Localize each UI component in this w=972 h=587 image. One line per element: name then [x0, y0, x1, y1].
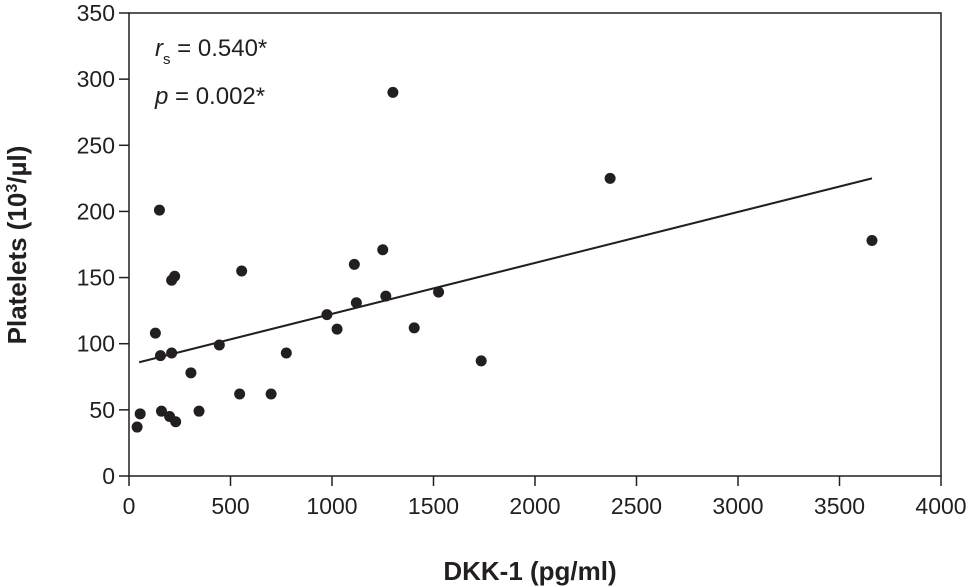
- y-tick-label: 300: [77, 66, 115, 92]
- x-tick-label: 2500: [611, 493, 662, 519]
- y-axis: 0 50 100 150 200 250 300 350: [77, 0, 129, 489]
- x-axis: 0 500 1000 1500 2000 2500 3000 3500 4000: [123, 476, 967, 519]
- y-tick-label: 100: [77, 331, 115, 357]
- annotation-p: p = 0.002*: [154, 83, 265, 110]
- y-axis-title: Platelets (103/µl): [2, 146, 32, 345]
- data-point: [134, 408, 146, 420]
- x-axis-title: DKK-1 (pg/ml): [443, 556, 616, 586]
- x-tick-label: 1500: [408, 493, 459, 519]
- data-point: [604, 172, 616, 184]
- data-point: [348, 258, 360, 270]
- data-point: [321, 309, 333, 321]
- data-point: [236, 265, 248, 277]
- y-tick-label: 250: [77, 132, 115, 158]
- data-point: [433, 286, 445, 298]
- data-point: [185, 367, 197, 379]
- data-point: [213, 339, 225, 351]
- data-point: [475, 355, 487, 367]
- x-tick-label: 3000: [712, 493, 763, 519]
- data-point: [155, 405, 167, 417]
- data-point: [169, 270, 181, 282]
- data-point: [387, 86, 399, 98]
- data-point: [331, 323, 343, 335]
- data-point: [193, 405, 205, 417]
- x-tick-label: 4000: [915, 493, 966, 519]
- y-tick-label: 350: [77, 0, 115, 26]
- data-point: [154, 350, 166, 362]
- trend-line: [138, 177, 873, 364]
- data-point: [350, 297, 362, 309]
- data-point: [380, 290, 392, 302]
- data-point: [234, 388, 246, 400]
- data-points: [131, 86, 878, 433]
- data-point: [377, 244, 389, 256]
- data-point: [265, 388, 277, 400]
- data-point: [149, 327, 161, 339]
- y-tick-label: 0: [102, 463, 115, 489]
- data-point: [131, 421, 143, 433]
- x-tick-label: 1000: [306, 493, 357, 519]
- data-point: [170, 416, 182, 428]
- x-tick-label: 2000: [509, 493, 560, 519]
- x-tick-label: 500: [211, 493, 249, 519]
- x-tick-label: 3500: [814, 493, 865, 519]
- data-point: [408, 322, 420, 334]
- x-tick-label: 0: [123, 493, 136, 519]
- annotation-rs: rs = 0.540*: [155, 35, 267, 68]
- y-tick-label: 50: [89, 397, 115, 423]
- y-tick-label: 200: [77, 198, 115, 224]
- data-point: [866, 235, 878, 247]
- y-tick-label: 150: [77, 265, 115, 291]
- data-point: [280, 347, 292, 359]
- data-point: [153, 204, 165, 216]
- data-point: [166, 347, 178, 359]
